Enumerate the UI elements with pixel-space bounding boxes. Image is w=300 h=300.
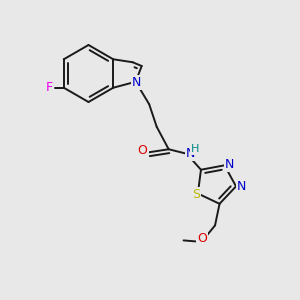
Text: O: O: [138, 144, 148, 157]
Text: N: N: [237, 180, 246, 193]
Text: O: O: [197, 232, 207, 245]
Text: S: S: [192, 188, 200, 201]
Text: H: H: [191, 144, 199, 154]
Text: N: N: [132, 76, 141, 89]
Text: F: F: [46, 81, 53, 94]
Text: N: N: [225, 158, 235, 171]
Text: N: N: [186, 147, 195, 160]
